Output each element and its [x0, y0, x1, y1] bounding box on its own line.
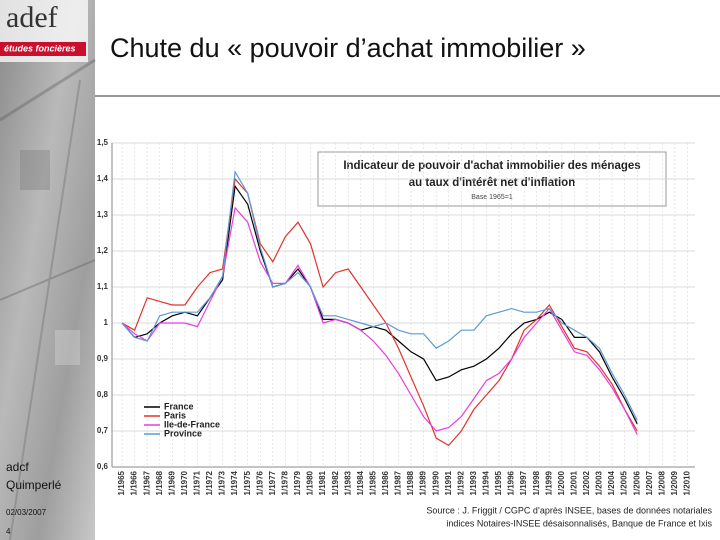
y-tick-label: 0,8 — [97, 390, 109, 399]
x-tick-label: 1/1990 — [431, 470, 440, 495]
x-tick-label: 1/1980 — [306, 470, 315, 495]
y-tick-label: 0,9 — [97, 354, 109, 363]
x-tick-label: 1/1984 — [356, 470, 365, 495]
x-tick-label: 1/1987 — [394, 470, 403, 495]
source: Source : J. Friggit / CGPC d’après INSEE… — [426, 505, 712, 515]
x-tick-label: 1/1986 — [381, 470, 390, 495]
logo-tagline: études foncières — [4, 43, 76, 53]
x-tick-label: 1/1985 — [368, 470, 377, 495]
x-tick-label: 1/2008 — [657, 470, 666, 495]
legend-label: France — [164, 401, 194, 411]
y-tick-label: 1,3 — [97, 210, 109, 219]
x-tick-label: 1/2009 — [670, 470, 679, 495]
x-tick-label: 1/1978 — [281, 470, 290, 495]
legend-label: Ile-de-France — [164, 419, 220, 429]
x-tick-label: 1/1967 — [142, 470, 151, 495]
logo-banner — [0, 42, 86, 56]
y-tick-label: 1,5 — [97, 138, 109, 147]
x-tick-label: 1/1981 — [318, 470, 327, 495]
x-tick-label: 1/1966 — [130, 470, 139, 495]
legend-label: Paris — [164, 410, 186, 420]
x-tick-label: 1/1973 — [218, 470, 227, 495]
chart-title: Indicateur de pouvoir d'achat immobilier… — [343, 160, 640, 172]
x-tick-label: 1/2002 — [582, 470, 591, 495]
x-tick-label: 1/1982 — [331, 470, 340, 495]
x-tick-label: 1/1976 — [255, 470, 264, 495]
slide-title: Chute du « pouvoir d’achat immobilier » — [110, 33, 586, 63]
x-tick-label: 1/1995 — [494, 470, 503, 495]
series-line — [121, 177, 638, 447]
x-tick-label: 1/1992 — [456, 470, 465, 495]
x-tick-label: 1/1972 — [205, 470, 214, 495]
x-tick-label: 1/1975 — [243, 470, 252, 495]
footer-org: adcf — [6, 460, 29, 474]
footer-org: Quimperlé — [6, 478, 62, 492]
x-tick-label: 1/1997 — [519, 470, 528, 495]
x-tick-label: 1/2001 — [569, 470, 578, 495]
x-tick-label: 1/2004 — [607, 470, 616, 495]
x-tick-label: 1/2007 — [645, 470, 654, 495]
x-tick-label: 1/1989 — [419, 470, 428, 495]
x-tick-label: 1/1974 — [230, 470, 239, 495]
chart-title: au taux d'intérêt net d'inflation — [409, 177, 575, 189]
x-tick-label: 1/1993 — [469, 470, 478, 495]
x-tick-label: 1/1988 — [406, 470, 415, 495]
x-tick-label: 1/2010 — [683, 470, 692, 495]
y-tick-label: 0,7 — [97, 426, 109, 435]
y-tick-label: 0,6 — [97, 462, 109, 471]
series-line — [121, 169, 638, 421]
source: indices Notaires-INSEE désaisonnalisés, … — [446, 518, 712, 528]
x-tick-label: 1/1969 — [167, 470, 176, 495]
x-tick-label: 1/2006 — [632, 470, 641, 495]
x-tick-label: 1/1968 — [155, 470, 164, 495]
series-line — [121, 206, 638, 435]
y-tick-label: 1,4 — [97, 174, 109, 183]
x-tick-label: 1/1977 — [268, 470, 277, 495]
chart-subtitle: Base 1965=1 — [471, 194, 513, 201]
series-line — [121, 184, 638, 425]
legend-label: Province — [164, 428, 202, 438]
x-tick-label: 1/1996 — [507, 470, 516, 495]
x-tick-label: 1/1965 — [117, 470, 126, 495]
logo: adef — [6, 1, 58, 34]
x-tick-label: 1/2003 — [595, 470, 604, 495]
sidebar-texture — [0, 58, 96, 540]
y-tick-label: 1,2 — [97, 246, 109, 255]
x-tick-label: 1/1994 — [482, 470, 491, 495]
y-tick-label: 1,1 — [97, 282, 109, 291]
page-number: 4 — [6, 527, 11, 536]
x-tick-label: 1/2005 — [620, 470, 629, 495]
x-tick-label: 1/1998 — [532, 470, 541, 495]
x-tick-label: 1/1979 — [293, 470, 302, 495]
x-tick-label: 1/1971 — [193, 470, 202, 495]
x-tick-label: 1/2000 — [557, 470, 566, 495]
y-tick-label: 1 — [104, 318, 109, 327]
x-tick-label: 1/1999 — [544, 470, 553, 495]
x-tick-label: 1/1970 — [180, 470, 189, 495]
date: 02/03/2007 — [6, 508, 47, 517]
x-tick-label: 1/1983 — [343, 470, 352, 495]
sidebar — [0, 0, 95, 540]
x-tick-label: 1/1991 — [444, 470, 453, 495]
